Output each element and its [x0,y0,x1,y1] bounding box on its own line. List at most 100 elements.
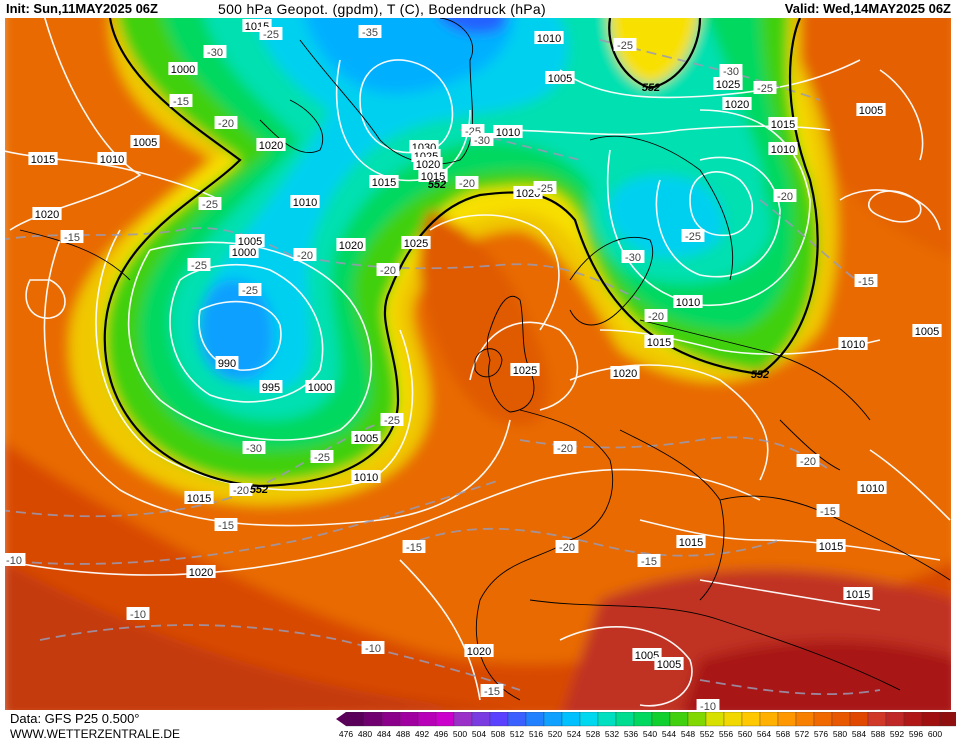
legend-tick-label: 476 [338,729,354,739]
isobar-label-text: 1015 [819,541,843,553]
legend-tick-label: 528 [585,729,601,739]
legend-tick-label: 588 [870,729,886,739]
legend-swatch [795,712,815,727]
height-label: 552 [751,369,769,381]
temp-label-text: -15 [858,276,874,288]
isobar-label-text: 1005 [859,105,883,117]
temp-label: -35 [358,25,382,39]
isobar-label-text: 1020 [467,646,491,658]
isobar-label-text: 1015 [421,171,445,183]
temp-label-text: -30 [246,443,262,455]
temp-label-text: -15 [820,506,836,518]
temp-label: -20 [214,116,238,130]
temp-label-text: -10 [6,555,22,567]
temp-label: -20 [553,441,577,455]
legend-min-arrow [336,712,346,726]
legend-tick-label: 552 [699,729,715,739]
height-label: 552 [428,179,446,191]
height-label-text: 552 [642,82,660,94]
isobar-label-text: 1020 [416,159,440,171]
isobar-label: 1015 [28,152,58,166]
temp-label-text: -20 [648,311,664,323]
temp-label: -20 [229,483,253,497]
legend-swatch [759,712,779,727]
isobar-label-text: 1025 [404,238,428,250]
isobars [5,18,951,707]
temp-label-text: -25 [202,199,218,211]
legend-swatch [651,712,671,727]
legend-tick-label: 576 [813,729,829,739]
init-time: Init: Sun,11MAY2025 06Z [6,1,158,16]
isobar-label-text: 1010 [354,472,378,484]
temp-label: -10 [126,607,150,621]
legend-swatch [561,712,581,727]
isobar-label: 1020 [256,138,286,152]
temp-label-text: -15 [173,96,189,108]
temp-label-text: -20 [233,485,249,497]
temp-label-text: -25 [314,452,330,464]
isobar-label: 1005 [912,324,942,338]
isobar-label-text: 1000 [308,382,332,394]
temp-label-text: -25 [617,40,633,52]
legend-swatch [345,712,365,727]
isobar-label-text: 1005 [915,326,939,338]
legend-swatch [903,712,923,727]
isobar-label: 1015 [369,175,399,189]
isobar-label: 1020 [464,644,494,658]
temp-label-text: -20 [297,250,313,262]
legend-swatch [867,712,887,727]
isobar-label-text: 1020 [189,567,213,579]
isobar-label: 1015 [644,335,674,349]
legend-swatch [525,712,545,727]
isobar-label-text: 1005 [133,137,157,149]
legend-tick-label: 560 [737,729,753,739]
isobar-label-text: 1025 [716,79,740,91]
isobar-label-text: 1000 [232,247,256,259]
temp-label: -25 [681,229,705,243]
isobar-label-text: 1005 [635,650,659,662]
isobar-label-text: 1015 [846,589,870,601]
isobar-label: 1005 [654,657,684,671]
legend-tick-label: 596 [908,729,924,739]
temp-label-text: -25 [263,29,279,41]
isobar-label: 1010 [768,142,798,156]
temp-label: -30 [621,250,645,264]
isobar-label: 1015 [768,117,798,131]
legend-swatch [399,712,419,727]
temp-label-text: -25 [242,285,258,297]
isobar-label: 1015 [843,587,873,601]
isobar-label: 1005 [130,135,160,149]
temp-label: -20 [555,540,579,554]
legend-swatch [831,712,851,727]
legend-swatch [543,712,563,727]
isobar-label: 1010 [857,481,887,495]
isobar-label: 1010 [838,337,868,351]
legend-tick-label: 532 [604,729,620,739]
isobar-label-text: 1015 [679,537,703,549]
legend-tick-label: 504 [471,729,487,739]
legend-swatch [381,712,401,727]
552-height-line [103,18,819,488]
legend-tick-label: 568 [775,729,791,739]
isobar-label-text: 1010 [496,127,520,139]
legend-tick-label: 572 [794,729,810,739]
temp-label: -30 [242,441,266,455]
isobar-label-text: 1010 [771,144,795,156]
temp-label: -25 [259,27,283,41]
temp-label-text: -25 [384,415,400,427]
legend-swatch [579,712,599,727]
legend-tick-label: 540 [642,729,658,739]
isobar-label-text: 1010 [293,197,317,209]
temp-label-text: -35 [362,27,378,39]
temp-label-text: -30 [474,135,490,147]
temperature-height-field [5,18,951,710]
temp-label: -25 [533,181,557,195]
legend-swatch [813,712,833,727]
legend-tick-label: 496 [433,729,449,739]
legend-tick-label: 580 [832,729,848,739]
isobar-label: 1000 [305,380,335,394]
temp-label-text: -20 [218,118,234,130]
isobar-label-text: 1005 [548,73,572,85]
height-label-text: 552 [751,369,769,381]
